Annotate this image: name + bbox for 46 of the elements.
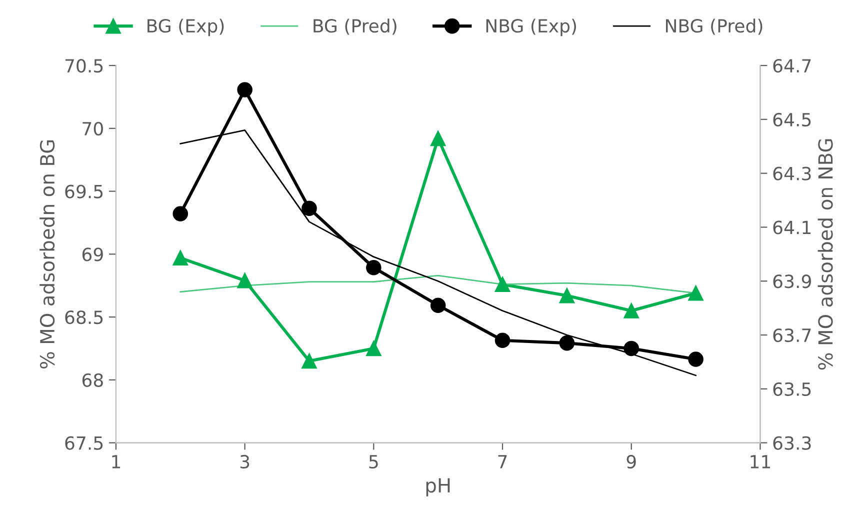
legend-label: BG (Exp)	[148, 18, 224, 36]
y2-tick-label: 63.5	[773, 382, 811, 396]
y2-tick-label: 64.7	[773, 58, 811, 73]
y2-tick-label: 63.9	[773, 274, 811, 288]
y-tick-label: 67.5	[65, 436, 103, 450]
x-tick-label: 5	[369, 455, 378, 469]
x-tick-label: 3	[240, 454, 250, 469]
point	[624, 303, 640, 318]
y-tick-label: 69.5	[65, 184, 103, 198]
point	[237, 82, 252, 98]
point	[494, 332, 510, 348]
y2-tick-label: 64.5	[773, 112, 811, 127]
y-axis-title: % MO adsorbedn on BG	[40, 140, 55, 368]
point	[624, 340, 640, 356]
y2-tick-label: 63.7	[773, 328, 811, 342]
x-axis-title: pH	[426, 478, 450, 496]
legend-label: NBG (Pred)	[666, 18, 762, 35]
point	[494, 276, 510, 292]
point	[237, 272, 252, 288]
point	[172, 206, 188, 222]
y-tick-label: 69	[82, 248, 103, 262]
y-tick-label: 68	[82, 373, 103, 388]
point	[559, 335, 575, 351]
point	[559, 288, 575, 304]
point	[302, 353, 317, 369]
y2-tick-label: 63.3	[773, 436, 811, 450]
y-tick-label: 70.5	[65, 58, 103, 73]
x-tick-label: 1	[112, 455, 120, 468]
y2-axis-title: % MO adsorbed on NBG	[818, 139, 833, 370]
x-tick-label: 9	[626, 454, 636, 469]
y2-tick-label: 64.1	[773, 220, 811, 234]
legend-label: BG (Pred)	[314, 18, 396, 35]
y-tick-label: 70	[82, 122, 103, 136]
point	[430, 298, 446, 313]
y2-tick-label: 64.3	[773, 166, 811, 180]
point	[688, 285, 704, 301]
point	[688, 352, 704, 367]
point	[366, 260, 382, 276]
point	[302, 200, 317, 216]
x-tick-label: 7	[498, 455, 507, 468]
point	[430, 130, 446, 146]
point	[366, 340, 382, 356]
x-tick-label: 11	[750, 455, 770, 468]
point	[172, 250, 188, 266]
y-tick-label: 68.5	[65, 310, 103, 324]
legend-label: NBG (Exp)	[486, 18, 576, 36]
